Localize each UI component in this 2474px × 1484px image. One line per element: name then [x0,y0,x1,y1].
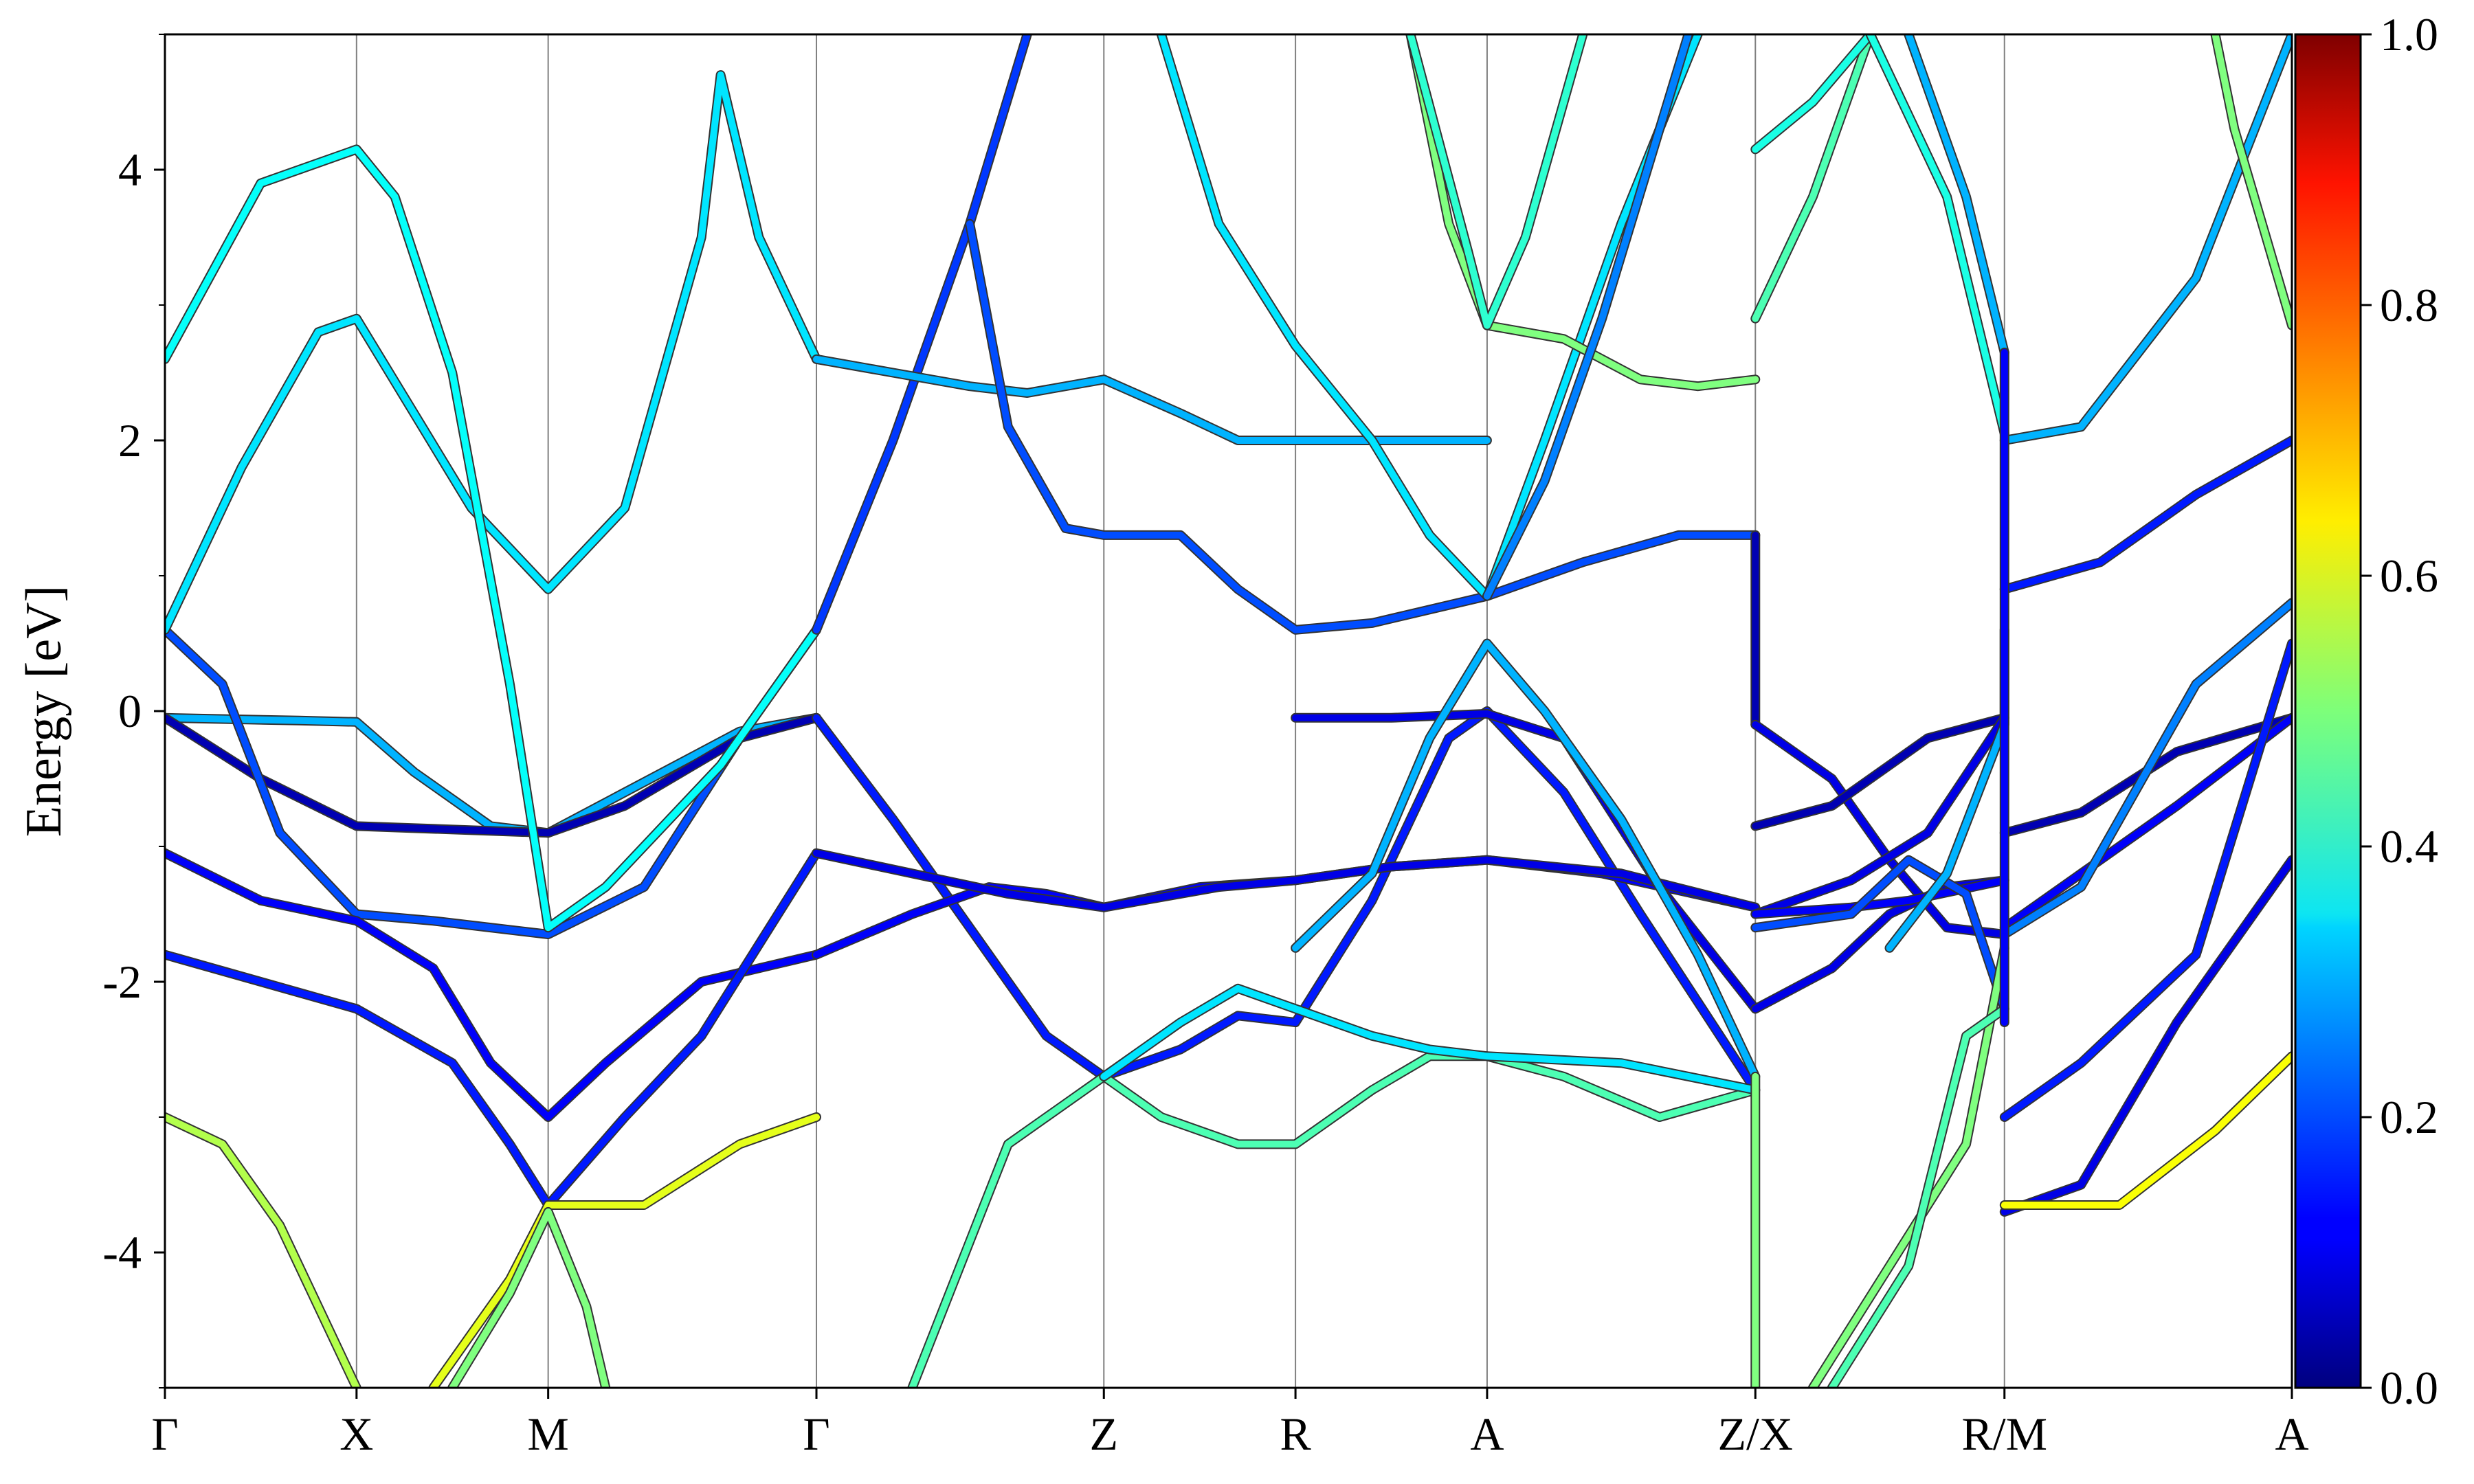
band-line [449,1208,610,1388]
band-line [1407,34,1759,390]
band-line [165,849,820,1121]
x-tick-label: X [339,1408,373,1460]
band-line [1407,34,1587,329]
band-line [909,1053,1759,1388]
band-line [966,220,1759,633]
x-tick-label: Z/X [1718,1408,1794,1460]
band-line [2001,599,2292,938]
y-tick-label: -4 [102,1226,142,1279]
band-outline [428,1112,821,1388]
band-line [1483,34,1692,600]
colorbar-tick-label: 1.0 [2380,8,2438,60]
band-line [165,849,820,1208]
x-tick-label: Z [1089,1408,1118,1460]
x-tick-label: Γ [151,1408,178,1460]
band-line [2001,34,2292,444]
colorbar-axis: 0.0 0.2 0.4 0.6 0.8 1.0 [2361,8,2438,1414]
band-line [2211,34,2292,329]
x-tick-label: R [1280,1408,1311,1460]
y-axis: 4 2 0 -2 -4 [102,34,165,1389]
band-line [2001,856,2292,1215]
band-line [1828,1005,2008,1388]
band-line [1157,34,1702,600]
band-outline [1807,943,2009,1388]
band-line [165,626,820,938]
band-line [1752,34,1874,153]
band-line [2001,640,2292,1121]
x-tick-label: M [527,1408,568,1460]
colorbar-tick-label: 0.8 [2380,279,2438,331]
y-axis-title: Energy [eV] [16,585,72,837]
band-outline [812,34,1032,635]
band-outline [165,144,821,933]
band-line [1292,640,1759,1080]
band-line [1752,856,2008,1013]
band-line [1752,714,2008,918]
colorbar-tick-label: 0.6 [2380,550,2438,602]
band-outline [1999,34,2292,445]
band-outline [1999,638,2292,1122]
band-line [1905,34,2008,356]
band-line [165,146,820,932]
x-axis: Γ X M Γ Z R A Z/X R/M A [151,1388,2309,1460]
y-tick-label: -2 [102,956,142,1008]
y-tick-label: 4 [118,144,142,196]
band-outline [165,1112,361,1388]
band-line [813,849,1759,911]
y-tick-label: 2 [118,414,142,466]
band-line [2001,1053,2292,1208]
y-tick-label: 0 [118,685,142,737]
band-line [165,71,820,633]
band-lines [165,34,2292,1388]
band-outline [165,70,821,635]
x-tick-label: R/M [1961,1408,2047,1460]
x-tick-label: A [2275,1408,2308,1460]
x-tick-label: Γ [803,1408,829,1460]
colorbar-tick-label: 0.4 [2380,820,2438,873]
colorbar-tick-label: 0.0 [2380,1362,2438,1414]
band-outline [1865,34,2009,439]
band-line [2001,437,2292,593]
band-line [165,1114,360,1388]
band-line [2001,714,2292,932]
band-line [813,34,1031,633]
band-line [813,708,1759,1094]
band-line [1752,34,1874,322]
band-line [1100,985,1759,1094]
band-line [1752,714,2008,830]
colorbar [2294,33,2362,1389]
band-line [1866,34,2008,438]
band-line [1809,944,2008,1388]
colorbar-tick-label: 0.2 [2380,1091,2438,1143]
band-line [2001,714,2292,837]
x-tick-label: A [1470,1408,1504,1460]
band-line [813,355,1491,444]
band-line [430,1114,820,1388]
